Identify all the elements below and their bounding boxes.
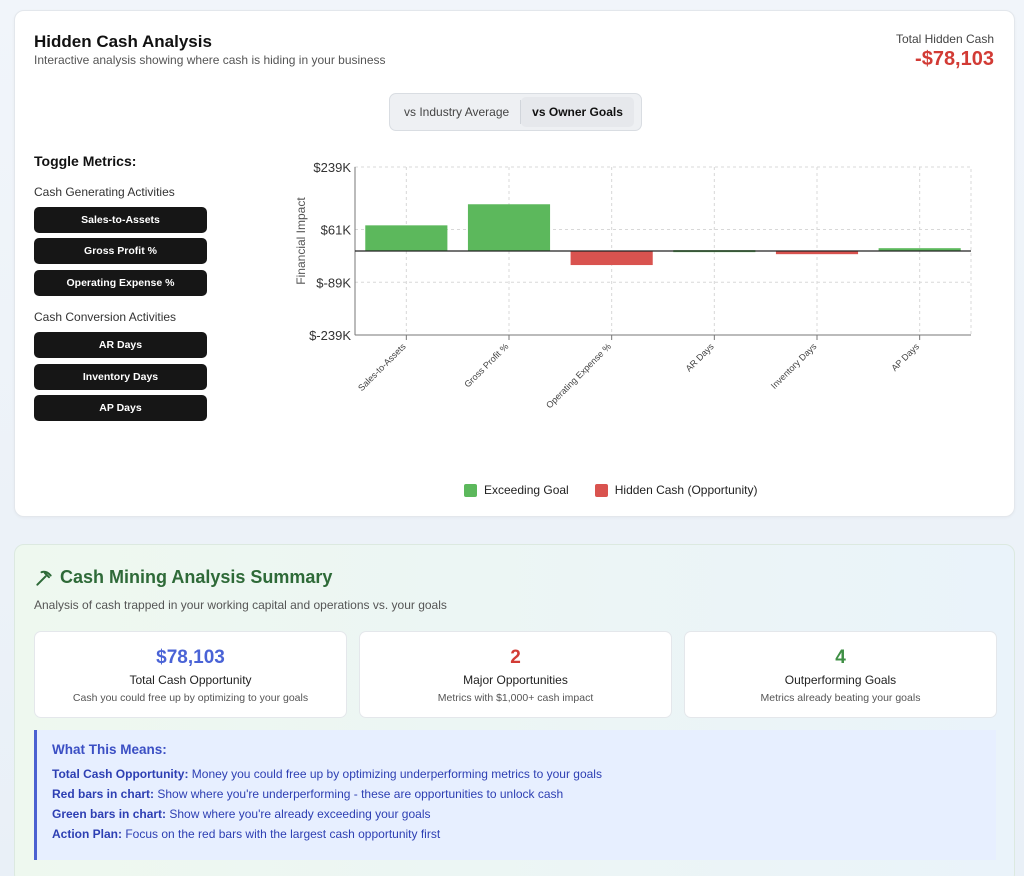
toggle-owner-goals[interactable]: vs Owner Goals: [521, 97, 634, 127]
means-text: Focus on the red bars with the largest c…: [122, 827, 441, 841]
y-tick-label: $61K: [321, 223, 352, 238]
toggle-industry-average[interactable]: vs Industry Average: [404, 105, 510, 119]
legend-item-exceeding[interactable]: Exceeding Goal: [464, 483, 569, 497]
what-this-means-box: What This Means: Total Cash Opportunity:…: [34, 730, 996, 860]
chart-bar: [878, 248, 961, 251]
summary-card: Cash Mining Analysis Summary Analysis of…: [14, 544, 1015, 876]
stat-card-total-opportunity: $78,103 Total Cash Opportunity Cash you …: [34, 631, 347, 718]
x-tick-label: AR Days: [684, 341, 717, 374]
group-title-cash-generating: Cash Generating Activities: [34, 185, 175, 199]
stat-label: Outperforming Goals: [784, 673, 897, 687]
total-hidden-cash-label: Total Hidden Cash: [895, 32, 994, 46]
page-title: Hidden Cash Analysis: [34, 32, 212, 51]
means-term: Red bars in chart:: [52, 787, 155, 801]
stat-description: Metrics already beating your goals: [760, 692, 921, 704]
comparison-toggle: vs Industry Average vs Owner Goals: [389, 93, 642, 131]
summary-title-text: Cash Mining Analysis Summary: [60, 567, 333, 587]
metric-button-ap-days[interactable]: AP Days: [34, 395, 207, 421]
summary-title: Cash Mining Analysis Summary: [34, 567, 332, 588]
legend-swatch-green: [464, 483, 477, 497]
chart-bar: [467, 204, 551, 251]
legend-swatch-red: [594, 483, 608, 497]
stat-value: $78,103: [156, 647, 225, 668]
analysis-card: Hidden Cash Analysis Interactive analysi…: [14, 10, 1015, 517]
stat-description: Cash you could free up by optimizing to …: [72, 692, 309, 704]
means-line: Red bars in chart: Show where you're und…: [52, 787, 996, 801]
x-tick-label: AP Days: [889, 341, 921, 373]
hidden-cash-chart: $239K $61K $-89K $-239K Sales-to-Assets Gross…: [294, 160, 972, 410]
metric-button-inventory-days[interactable]: Inventory Days: [34, 364, 207, 390]
means-term: Action Plan:: [52, 827, 123, 841]
stat-card-outperforming-goals: 4 Outperforming Goals Metrics already be…: [684, 631, 997, 718]
means-term: Total Cash Opportunity:: [52, 767, 189, 781]
stat-description: Metrics with $1,000+ cash impact: [437, 692, 594, 704]
chart-bar: [365, 225, 448, 251]
means-title: What This Means:: [52, 742, 167, 757]
metric-button-sales-to-assets[interactable]: Sales-to-Assets: [34, 207, 207, 233]
means-text: Show where you're already exceeding your…: [166, 807, 431, 821]
chart-bar: [775, 251, 859, 255]
means-text: Money you could free up by optimizing un…: [188, 767, 602, 781]
metric-button-operating-expense[interactable]: Operating Expense %: [34, 270, 207, 296]
stat-value: 2: [510, 647, 521, 668]
means-line: Total Cash Opportunity: Money you could …: [52, 767, 996, 781]
stat-label: Major Opportunities: [463, 673, 568, 687]
stat-label: Total Cash Opportunity: [129, 673, 252, 687]
y-axis-label: Financial Impact: [294, 197, 308, 285]
toggle-metrics-title: Toggle Metrics:: [34, 153, 137, 169]
y-tick-label: $-239K: [309, 328, 351, 343]
legend-label-hidden-cash: Hidden Cash (Opportunity): [614, 483, 758, 497]
total-hidden-cash-value: -$78,103: [915, 48, 994, 70]
group-title-cash-conversion: Cash Conversion Activities: [34, 310, 177, 324]
x-tick-label: Gross Profit %: [462, 341, 510, 389]
x-tick-label: Inventory Days: [769, 341, 819, 391]
chart-legend: Exceeding Goal Hidden Cash (Opportunity): [464, 483, 783, 497]
means-line: Green bars in chart: Show where you're a…: [52, 807, 996, 821]
stat-value: 4: [835, 647, 846, 668]
x-tick-label: Sales-to-Assets: [356, 341, 408, 393]
summary-subtitle: Analysis of cash trapped in your working…: [34, 598, 447, 612]
x-tick-label: Operating Expense %: [544, 341, 613, 410]
pickaxe-icon: [36, 570, 52, 586]
metric-button-ar-days[interactable]: AR Days: [34, 332, 207, 358]
means-term: Green bars in chart:: [52, 807, 167, 821]
page-subtitle: Interactive analysis showing where cash …: [34, 53, 386, 67]
metric-button-gross-profit[interactable]: Gross Profit %: [34, 238, 207, 264]
chart-bar: [570, 251, 653, 266]
means-line: Action Plan: Focus on the red bars with …: [52, 827, 996, 841]
toggle-divider: [520, 100, 522, 124]
legend-item-hidden-cash[interactable]: Hidden Cash (Opportunity): [594, 483, 758, 497]
y-tick-label: $-89K: [316, 275, 351, 290]
y-tick-label: $239K: [313, 160, 351, 175]
legend-label-exceeding: Exceeding Goal: [484, 483, 569, 497]
means-text: Show where you're underperforming - thes…: [154, 787, 564, 801]
stat-card-major-opportunities: 2 Major Opportunities Metrics with $1,00…: [359, 631, 672, 718]
